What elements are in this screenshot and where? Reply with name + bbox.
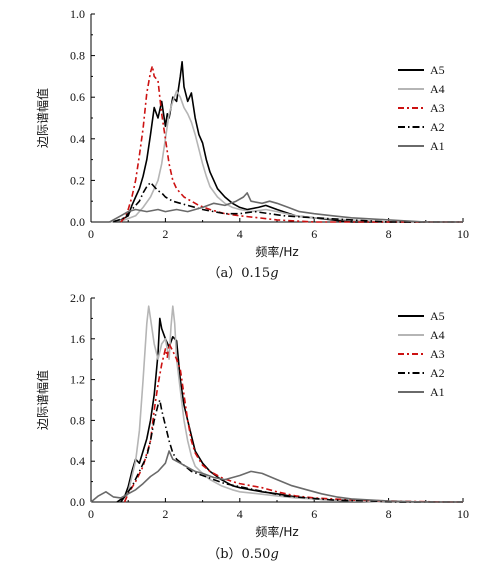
legend-label-a2: A2: [430, 366, 445, 380]
x-axis-label: 频率/Hz: [255, 524, 298, 539]
y-tick-label: 0.4: [70, 454, 85, 468]
legend-label-a3: A3: [430, 101, 445, 115]
series-line-a4: [109, 90, 463, 223]
series-line-a2: [116, 399, 463, 503]
x-tick-label: 10: [457, 227, 469, 241]
y-tick-label: 0.2: [70, 173, 85, 187]
y-tick-label: 1.0: [70, 7, 85, 21]
y-tick-label: 0.4: [70, 132, 85, 146]
x-tick-label: 2: [162, 227, 168, 241]
x-tick-label: 8: [386, 227, 392, 241]
y-axis-label: 边际谱幅值: [35, 88, 50, 148]
legend-label-a2: A2: [430, 120, 445, 134]
x-axis-label: 频率/Hz: [255, 244, 298, 259]
legend-label-a1: A1: [430, 139, 445, 153]
series-line-a1: [109, 192, 463, 223]
y-tick-label: 0.8: [70, 49, 85, 63]
y-tick-label: 2.0: [70, 291, 85, 305]
y-tick-label: 0.0: [70, 215, 85, 229]
x-tick-label: 6: [311, 227, 317, 241]
x-tick-label: 0: [88, 507, 94, 521]
x-tick-label: 4: [237, 227, 243, 241]
series-line-a5: [109, 61, 463, 223]
legend-label-a5: A5: [430, 309, 445, 323]
legend-label-a4: A4: [430, 82, 445, 96]
panel-caption: （a）0.15g: [207, 266, 278, 281]
series-line-a2: [113, 181, 463, 223]
series-line-a3: [123, 343, 463, 503]
legend-label-a5: A5: [430, 63, 445, 77]
y-tick-label: 0.6: [70, 90, 85, 104]
series-line-a3: [120, 65, 463, 223]
legend-label-a3: A3: [430, 347, 445, 361]
x-tick-label: 10: [457, 507, 469, 521]
series-line-a5: [120, 317, 463, 503]
legend-label-a4: A4: [430, 328, 445, 342]
x-tick-label: 0: [88, 227, 94, 241]
y-axis-label: 边际谱幅值: [35, 370, 50, 430]
series-line-a1: [90, 450, 463, 503]
x-tick-label: 2: [162, 507, 168, 521]
y-tick-label: 0.0: [70, 495, 85, 509]
y-tick-label: 0.8: [70, 413, 85, 427]
x-tick-label: 4: [237, 507, 243, 521]
x-tick-label: 6: [311, 507, 317, 521]
y-tick-label: 1.6: [70, 332, 85, 346]
panel-caption: （b）0.50g: [207, 547, 279, 562]
legend-label-a1: A1: [430, 385, 445, 399]
y-tick-label: 1.2: [70, 373, 85, 387]
x-tick-label: 8: [386, 507, 392, 521]
